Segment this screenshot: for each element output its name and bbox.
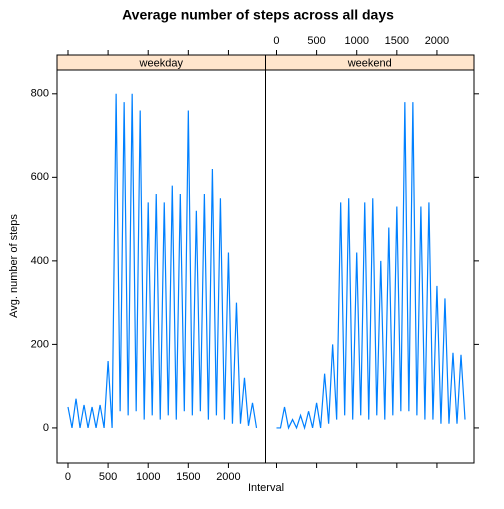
data-line <box>67 93 258 429</box>
y-tick-label: 0 <box>43 422 49 434</box>
x-tick-label: 0 <box>65 471 71 483</box>
y-tick-label: 800 <box>31 88 49 100</box>
strip-label: weekday <box>139 57 184 69</box>
y-axis-label: Avg. number of steps <box>8 214 20 318</box>
x-tick-label: 500 <box>307 35 325 47</box>
x-tick-label: 1500 <box>176 471 200 483</box>
chart-title: Average number of steps across all days <box>122 7 394 23</box>
strip-label: weekend <box>347 57 392 69</box>
y-tick-label: 200 <box>31 338 49 350</box>
x-tick-label: 0 <box>273 35 279 47</box>
x-tick-label: 2000 <box>425 35 449 47</box>
x-tick-label: 1000 <box>344 35 368 47</box>
x-tick-label: 2000 <box>216 471 240 483</box>
x-tick-label: 1000 <box>136 471 160 483</box>
x-tick-label: 500 <box>99 471 117 483</box>
x-axis-label: Interval <box>248 482 284 494</box>
panel-border <box>265 69 475 464</box>
y-tick-label: 400 <box>31 255 49 267</box>
x-tick-label: 1500 <box>385 35 409 47</box>
panel-border <box>56 69 266 464</box>
y-tick-label: 600 <box>31 171 49 183</box>
data-line <box>276 102 466 431</box>
